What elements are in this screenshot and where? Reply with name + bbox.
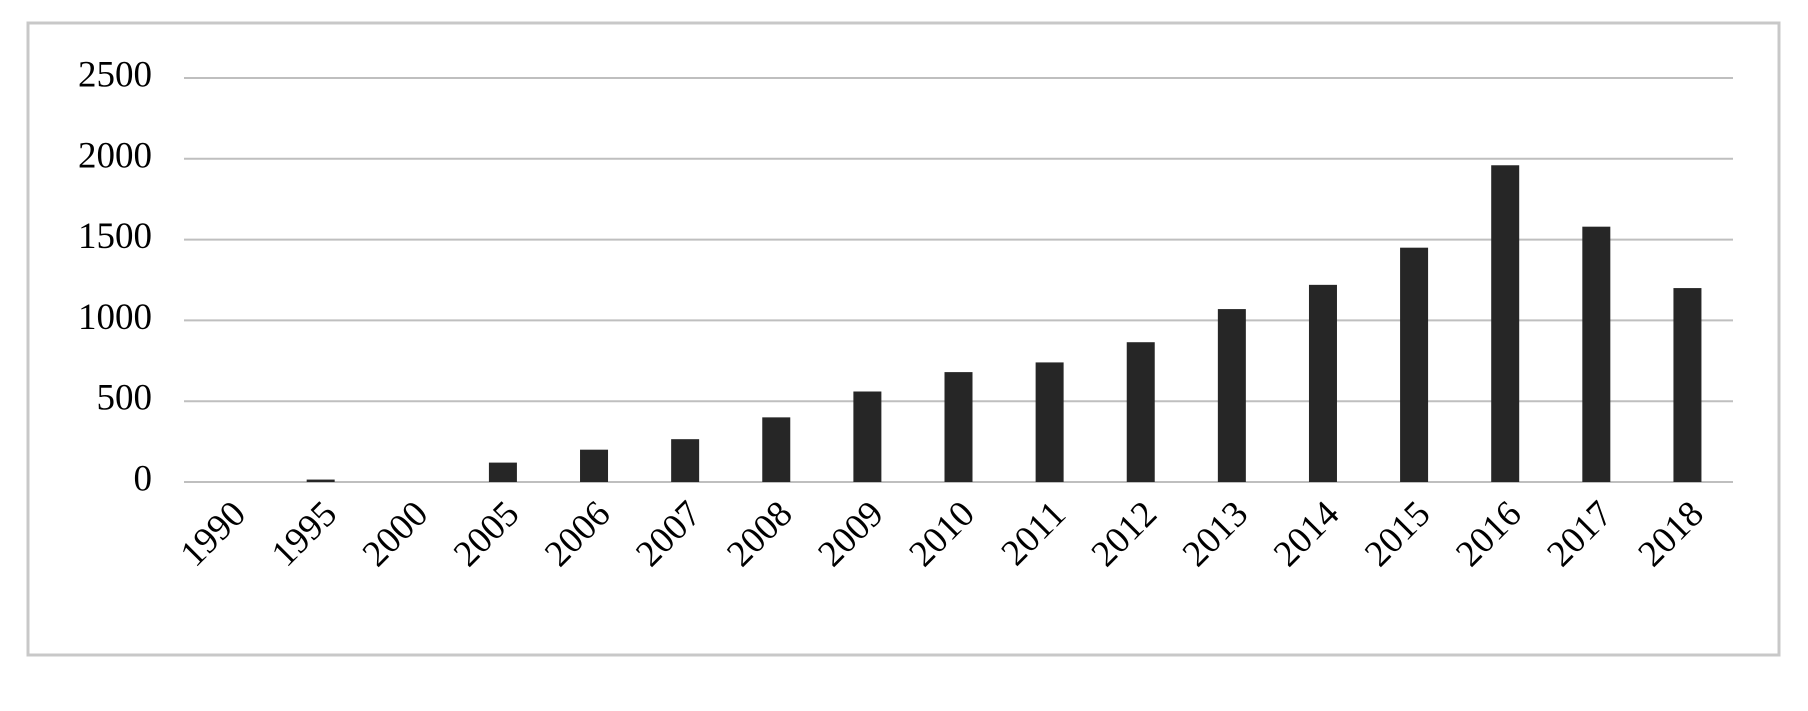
bar — [853, 391, 882, 482]
y-tick-label: 1000 — [78, 297, 152, 338]
bar — [1582, 226, 1611, 482]
bar — [1308, 284, 1337, 482]
bar — [1126, 342, 1155, 482]
bar — [762, 417, 791, 482]
bar — [1673, 288, 1702, 482]
bar — [1400, 247, 1429, 482]
y-tick-label: 2500 — [78, 54, 152, 95]
y-tick-label: 500 — [97, 378, 153, 419]
bar — [488, 462, 517, 482]
y-tick-label: 2000 — [78, 135, 152, 176]
bar — [944, 372, 973, 482]
bar — [306, 479, 335, 482]
bar — [580, 449, 609, 482]
bar — [1491, 165, 1520, 482]
y-tick-label: 0 — [134, 458, 153, 499]
bar — [1035, 362, 1064, 482]
chart-frame — [26, 21, 1781, 657]
y-tick-label: 1500 — [78, 216, 152, 257]
bar — [671, 439, 700, 482]
bar — [1217, 309, 1246, 482]
